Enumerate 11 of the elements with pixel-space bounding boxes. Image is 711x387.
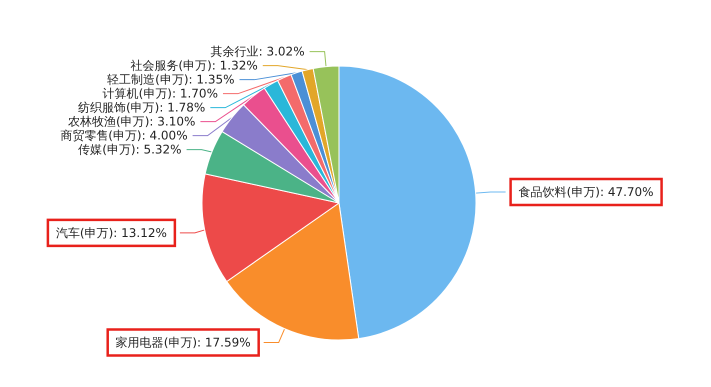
slice-label: 社会服务(申万): 1.32% [130, 58, 258, 73]
slice-label: 计算机(申万): 1.70% [102, 86, 218, 101]
slice-label: 农林牧渔(申万): 3.10% [68, 114, 196, 129]
slice-label: 其余行业: 3.02% [210, 44, 305, 59]
slice-label: 商贸零售(申万): 4.00% [60, 128, 188, 143]
slice-label: 纺织服饰(申万): 1.78% [78, 100, 206, 115]
slice-label: 轻工制造(申万): 1.35% [107, 72, 235, 87]
slice-label: 传媒(申万): 5.32% [78, 142, 182, 157]
slice-label: 家用电器(申万): 17.59% [116, 336, 251, 350]
slice-label: 汽车(申万): 13.12% [56, 226, 167, 240]
slice-label: 食品饮料(申万): 47.70% [518, 185, 654, 200]
